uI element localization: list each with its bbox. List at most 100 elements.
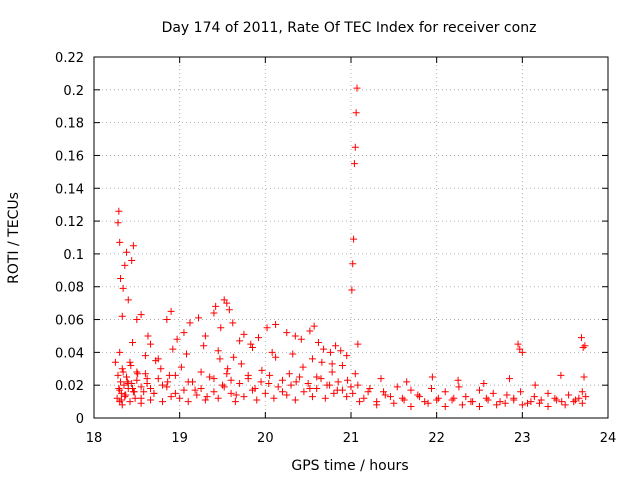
data-point [154,355,162,363]
data-point [111,358,119,366]
data-point [582,393,590,401]
data-point [349,260,357,268]
axis-ticks [93,56,609,419]
data-point [530,393,538,401]
data-point [123,373,131,381]
data-point [232,391,240,399]
data-point [229,319,237,327]
data-point [117,378,125,386]
data-point [350,160,358,168]
data-point [137,399,145,407]
data-point [310,322,318,330]
data-point [173,335,181,343]
data-point [291,332,299,340]
data-point [414,391,422,399]
data-point [314,339,322,347]
data-point [120,381,128,389]
data-point [338,386,346,394]
data-point [454,376,462,384]
data-point [118,312,126,320]
data-point [308,355,316,363]
data-point [183,350,191,358]
data-point [210,309,218,317]
data-point [261,389,269,397]
data-point [428,384,436,392]
y-tick-label: 0.14 [55,182,84,197]
data-point [224,365,232,373]
data-point [544,403,552,411]
y-tick-label: 0.06 [55,314,84,329]
data-point [212,302,220,310]
data-point [147,340,155,348]
data-point [580,373,588,381]
data-point [518,401,526,409]
data-point [123,248,131,256]
data-point [328,368,336,376]
data-point [283,391,291,399]
data-point [164,378,172,386]
y-tick-label: 0.08 [55,281,84,296]
data-point [171,389,179,397]
y-tick-labels: 0 0.02 0.04 0.06 0.08 0.1 0.12 0.14 0.16 0.18 0.2 0… [55,51,84,427]
x-tick-label: 24 [600,431,617,446]
data-point [356,398,364,406]
data-point [214,394,222,402]
data-point [117,275,125,283]
data-point [163,383,171,391]
data-point [278,376,286,384]
data-point [581,342,589,350]
data-point [289,350,297,358]
data-point [291,396,299,404]
data-point [326,348,334,356]
data-point [398,394,406,402]
data-point [143,380,151,388]
data-point [330,389,338,397]
data-point [116,238,124,246]
data-point [551,394,559,402]
data-point [337,347,345,355]
data-point [270,394,278,402]
data-point [126,398,134,406]
data-point [123,378,131,386]
data-point [557,371,565,379]
data-point [313,384,321,392]
data-point [231,398,239,406]
data-point [177,363,185,371]
data-point [254,334,262,342]
data-point [347,383,355,391]
data-point [364,388,372,396]
data-point [433,396,441,404]
data-point [223,299,231,307]
gridlines [94,57,608,418]
data-point [349,389,357,397]
data-point [407,386,415,394]
data-point [263,324,271,332]
data-point [195,314,203,322]
data-point [441,403,449,411]
data-point [167,393,175,401]
data-point [268,348,276,356]
data-point [575,394,583,402]
data-point [157,365,165,373]
data-point [558,398,566,406]
data-point [373,401,381,409]
x-tick-label: 21 [343,431,360,446]
data-point [129,388,137,396]
data-point [318,358,326,366]
data-point [140,388,148,396]
data-point [210,375,218,383]
data-point [517,388,525,396]
data-point [169,345,177,353]
data-point [117,389,125,397]
data-point [505,375,513,383]
data-point [476,386,483,394]
y-tick-label: 0.04 [55,346,84,361]
data-point [265,380,273,388]
x-tick-label: 20 [257,431,274,446]
data-point [484,396,492,404]
data-point [561,401,569,409]
data-point [197,368,205,376]
data-point [579,343,587,351]
data-point [266,371,274,379]
